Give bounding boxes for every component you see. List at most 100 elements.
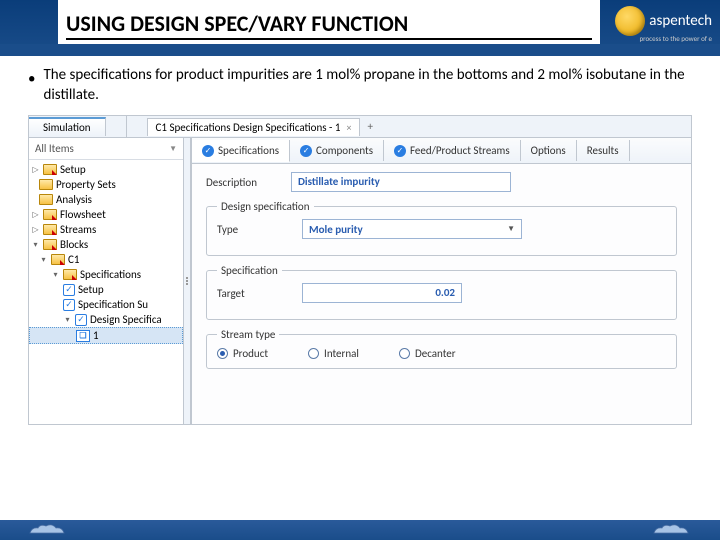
expander-icon[interactable]: ▾	[51, 270, 60, 280]
design-spec-legend: Design specification	[217, 200, 314, 213]
document-tab[interactable]: C1 Specifications Design Specifications …	[147, 118, 361, 136]
chevron-down-icon: ▼	[169, 144, 177, 154]
splitter-handle[interactable]	[184, 138, 191, 424]
folder-icon	[43, 239, 57, 250]
radio-label: Product	[233, 347, 268, 360]
bullet-list: • The specifications for product impurit…	[0, 56, 720, 109]
radio-product[interactable]: Product	[217, 347, 268, 360]
aspen-logo-icon	[615, 6, 645, 36]
tree-label: Specifications	[80, 268, 141, 281]
navigation-pane: All Items ▼ ▷Setup Property Sets Analysi…	[29, 138, 184, 424]
tree-item-1[interactable]: ❏1	[29, 327, 183, 344]
tab-specifications[interactable]: ✓ Specifications	[192, 140, 290, 162]
close-icon[interactable]: ×	[346, 121, 351, 134]
type-label: Type	[217, 223, 292, 236]
status-dot-icon: ✓	[394, 145, 406, 157]
tab-separator	[126, 116, 127, 137]
tree-label: Streams	[60, 223, 96, 236]
nav-filter-label: All Items	[35, 142, 74, 155]
tree-item-spec-su[interactable]: ✓Specification Su	[29, 297, 183, 312]
radio-label: Decanter	[415, 347, 456, 360]
type-value: Mole purity	[309, 223, 363, 236]
tree-item-flowsheet[interactable]: ▷ Flowsheet	[29, 207, 183, 222]
description-row: Description Distillate impurity	[206, 172, 677, 192]
radio-internal[interactable]: Internal	[308, 347, 359, 360]
specification-group: Specification Target 0.02	[206, 264, 677, 320]
tab-label: Feed/Product Streams	[410, 144, 510, 157]
tree-label: Property Sets	[56, 178, 116, 191]
tree-label: Design Specifica	[90, 313, 162, 326]
description-input[interactable]: Distillate impurity	[291, 172, 511, 192]
document-tab-label: C1 Specifications Design Specifications …	[156, 121, 341, 134]
tree-label: C1	[68, 253, 79, 266]
brand-name: aspentech	[649, 12, 712, 30]
folder-icon	[39, 194, 53, 205]
folder-icon	[39, 179, 53, 190]
tree-item-setup[interactable]: ▷Setup	[29, 162, 183, 177]
tab-label: Results	[587, 144, 619, 157]
expander-icon[interactable]: ▷	[31, 210, 40, 220]
expander-icon[interactable]: ▾	[31, 240, 40, 250]
folder-icon	[43, 209, 57, 220]
check-icon: ✓	[63, 299, 75, 311]
radio-icon	[399, 348, 410, 359]
design-specification-group: Design specification Type Mole purity ▼	[206, 200, 677, 256]
stream-type-group: Stream type Product Internal Decanter	[206, 328, 677, 369]
tree-label: Flowsheet	[60, 208, 106, 221]
brand-tagline: process to the power of e	[639, 34, 712, 43]
window-tab-bar: Simulation C1 Specifications Design Spec…	[29, 116, 691, 138]
slide-footer-band	[0, 520, 720, 540]
type-dropdown[interactable]: Mole purity ▼	[302, 219, 522, 239]
stream-type-legend: Stream type	[217, 328, 279, 341]
expander-icon[interactable]: ▾	[39, 255, 48, 265]
navigation-tree: ▷Setup Property Sets Analysis ▷Flowsheet…	[29, 160, 183, 424]
tab-results[interactable]: Results	[577, 140, 630, 161]
cloud-decoration-icon	[652, 523, 692, 537]
tab-label: Components	[316, 144, 373, 157]
status-dot-icon: ✓	[202, 145, 214, 157]
tab-feed-product[interactable]: ✓ Feed/Product Streams	[384, 140, 521, 161]
tree-item-design-specifica[interactable]: ▾✓Design Specifica	[29, 312, 183, 327]
expander-icon[interactable]: ▾	[63, 315, 72, 325]
form-body: Description Distillate impurity Design s…	[192, 164, 691, 424]
title-container: USING DESIGN SPEC/VARY FUNCTION	[58, 0, 600, 44]
radio-label: Internal	[324, 347, 359, 360]
folder-icon	[51, 254, 65, 265]
form-tab-bar: ✓ Specifications ✓ Components ✓ Feed/Produc…	[192, 138, 691, 164]
simulation-tab[interactable]: Simulation	[29, 117, 106, 136]
slide-header-band: USING DESIGN SPEC/VARY FUNCTION aspentec…	[0, 0, 720, 56]
cloud-decoration-icon	[28, 523, 68, 537]
tree-item-spec-setup[interactable]: ✓Setup	[29, 282, 183, 297]
check-icon: ✓	[63, 284, 75, 296]
tab-options[interactable]: Options	[521, 140, 577, 161]
status-dot-icon: ✓	[300, 145, 312, 157]
header-decoration	[0, 44, 720, 56]
bullet-item: • The specifications for product impurit…	[28, 66, 692, 105]
tree-label: Analysis	[56, 193, 92, 206]
tree-item-blocks[interactable]: ▾ Blocks	[29, 237, 183, 252]
tab-label: Specifications	[218, 144, 279, 157]
tree-label: Blocks	[60, 238, 88, 251]
slide-title: USING DESIGN SPEC/VARY FUNCTION	[66, 10, 592, 40]
chevron-down-icon: ▼	[507, 224, 515, 234]
radio-decanter[interactable]: Decanter	[399, 347, 456, 360]
tree-label: Setup	[78, 283, 104, 296]
tree-label: Specification Su	[78, 298, 148, 311]
target-input[interactable]: 0.02	[302, 283, 462, 303]
expander-icon[interactable]: ▷	[31, 165, 40, 175]
folder-icon	[43, 164, 57, 175]
tree-item-c1[interactable]: ▾ C1	[29, 252, 183, 267]
description-label: Description	[206, 176, 281, 189]
app-body: All Items ▼ ▷Setup Property Sets Analysi…	[29, 138, 691, 424]
tree-item-analysis[interactable]: Analysis	[29, 192, 183, 207]
add-tab-button[interactable]: +	[360, 118, 379, 135]
sheet-icon: ❏	[76, 330, 90, 342]
tree-item-streams[interactable]: ▷ Streams	[29, 222, 183, 237]
specification-legend: Specification	[217, 264, 282, 277]
tab-components[interactable]: ✓ Components	[290, 140, 384, 161]
tree-item-property-sets[interactable]: Property Sets	[29, 177, 183, 192]
tree-label: 1	[93, 329, 99, 342]
nav-filter-dropdown[interactable]: All Items ▼	[29, 138, 183, 160]
expander-icon[interactable]: ▷	[31, 225, 40, 235]
tree-item-specifications[interactable]: ▾ Specifications	[29, 267, 183, 282]
